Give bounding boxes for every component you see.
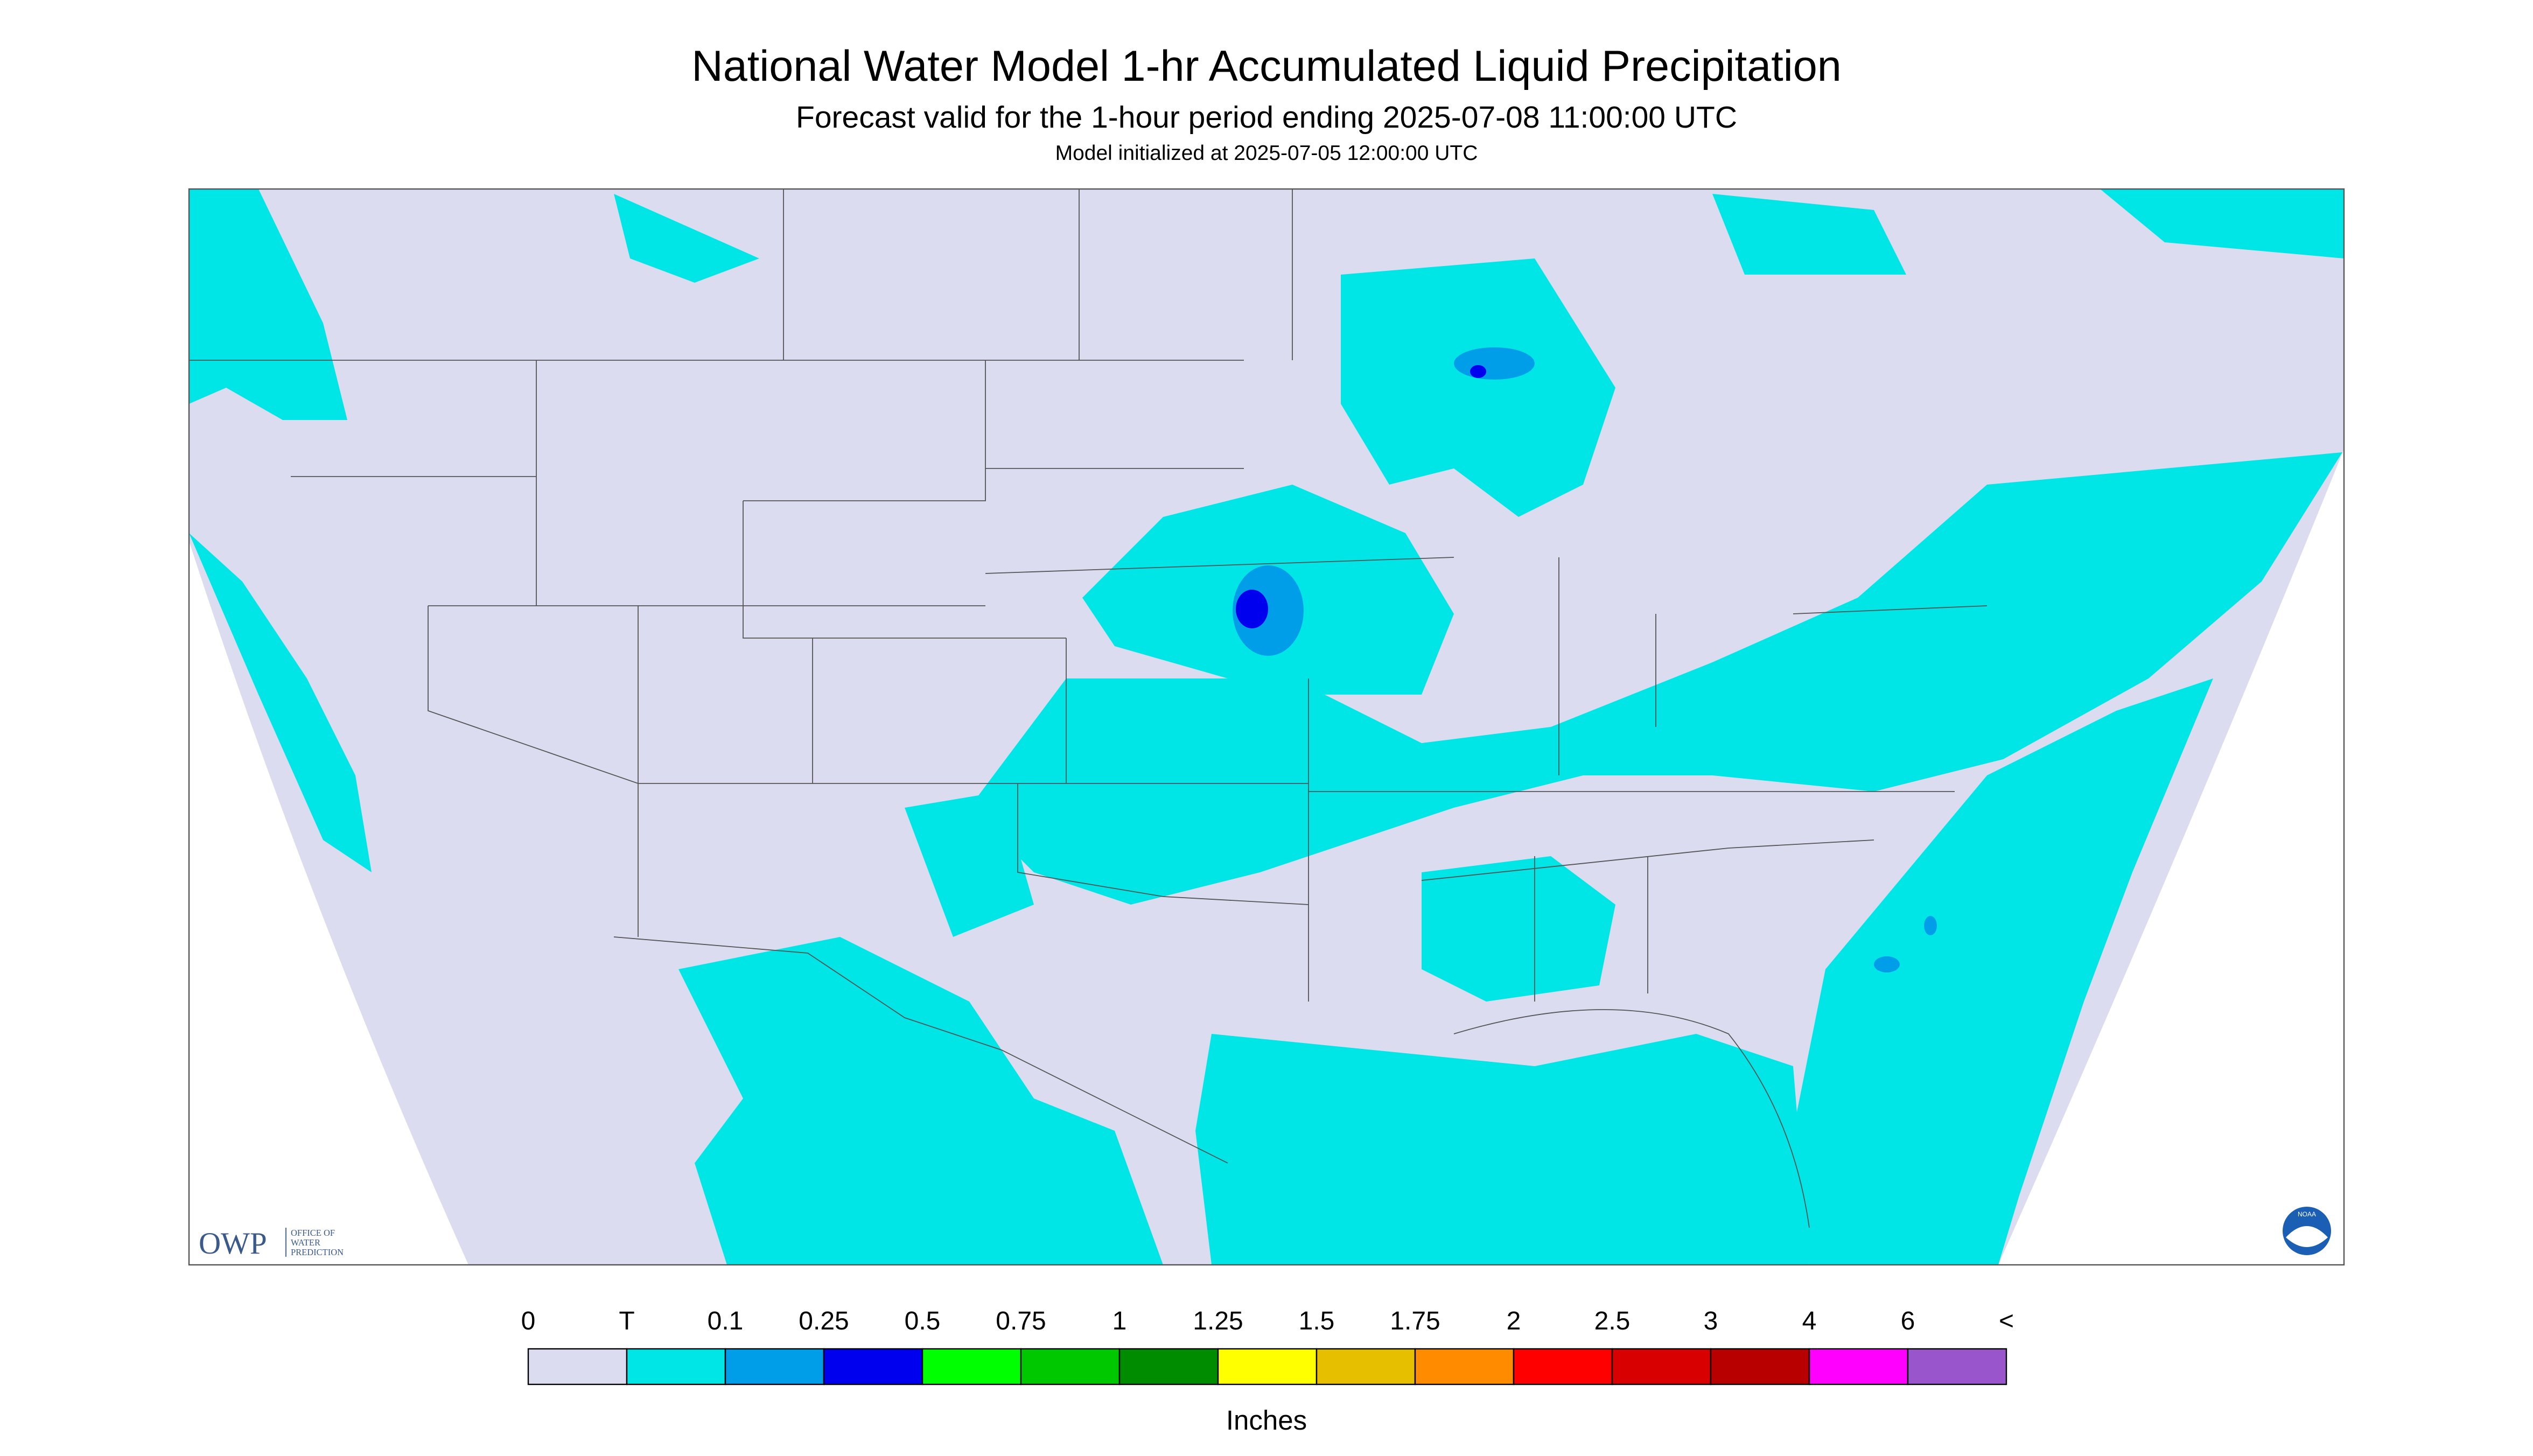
legend-swatch xyxy=(1710,1348,1810,1385)
legend-label: 1 xyxy=(1112,1307,1127,1335)
legend-label: 3 xyxy=(1704,1307,1718,1335)
map: OWP OFFICE OF WATER PREDICTION NOAA xyxy=(188,188,2345,1266)
legend-label: 0.25 xyxy=(799,1307,849,1335)
legend-label: 0 xyxy=(521,1307,536,1335)
legend-label: 2.5 xyxy=(1594,1307,1631,1335)
legend-label: < xyxy=(1999,1307,2014,1335)
legend-label: T xyxy=(619,1307,634,1335)
legend-swatch xyxy=(1513,1348,1613,1385)
owp-text: OFFICE OF xyxy=(291,1228,335,1238)
legend-label: 0.5 xyxy=(905,1307,941,1335)
legend-swatch xyxy=(1020,1348,1121,1385)
legend-swatch xyxy=(1217,1348,1318,1385)
legend-swatch xyxy=(1316,1348,1416,1385)
legend-label: 1.5 xyxy=(1299,1307,1335,1335)
legend-swatch xyxy=(527,1348,628,1385)
legend-swatch xyxy=(626,1348,726,1385)
owp-text: WATER xyxy=(291,1237,320,1248)
legend-label: 1.25 xyxy=(1193,1307,1243,1335)
legend-swatch xyxy=(1611,1348,1712,1385)
init-note: Model initialized at 2025-07-05 12:00:00… xyxy=(1055,142,1478,165)
subtitle: Forecast valid for the 1-hour period end… xyxy=(796,100,1737,135)
legend-swatch xyxy=(1118,1348,1219,1385)
legend-unit: Inches xyxy=(1226,1405,1307,1436)
legend-swatch xyxy=(921,1348,1022,1385)
title: National Water Model 1-hr Accumulated Li… xyxy=(691,42,1842,90)
legend-swatch xyxy=(823,1348,923,1385)
precip-heavy xyxy=(1236,365,1486,629)
legend-swatch xyxy=(1414,1348,1515,1385)
legend-swatch xyxy=(1808,1348,1909,1385)
owp-logo: OWP xyxy=(199,1227,267,1261)
legend-swatch xyxy=(724,1348,825,1385)
legend-label: 0.1 xyxy=(708,1307,744,1335)
owp-text: PREDICTION xyxy=(291,1247,344,1257)
boundaries xyxy=(189,189,1988,1228)
legend-label: 0.75 xyxy=(996,1307,1046,1335)
legend-label: 4 xyxy=(1802,1307,1817,1335)
legend-swatch xyxy=(1907,1348,2007,1385)
legend-label: 2 xyxy=(1507,1307,1521,1335)
legend-label: 6 xyxy=(1901,1307,1915,1335)
noaa-text: NOAA xyxy=(2298,1210,2316,1218)
legend: 0 T 0.1 0.25 0.5 0.75 1 1.25 1.5 1.75 2 2.5 3 4 6 < xyxy=(521,1307,2014,1385)
legend-label: 1.75 xyxy=(1390,1307,1440,1335)
